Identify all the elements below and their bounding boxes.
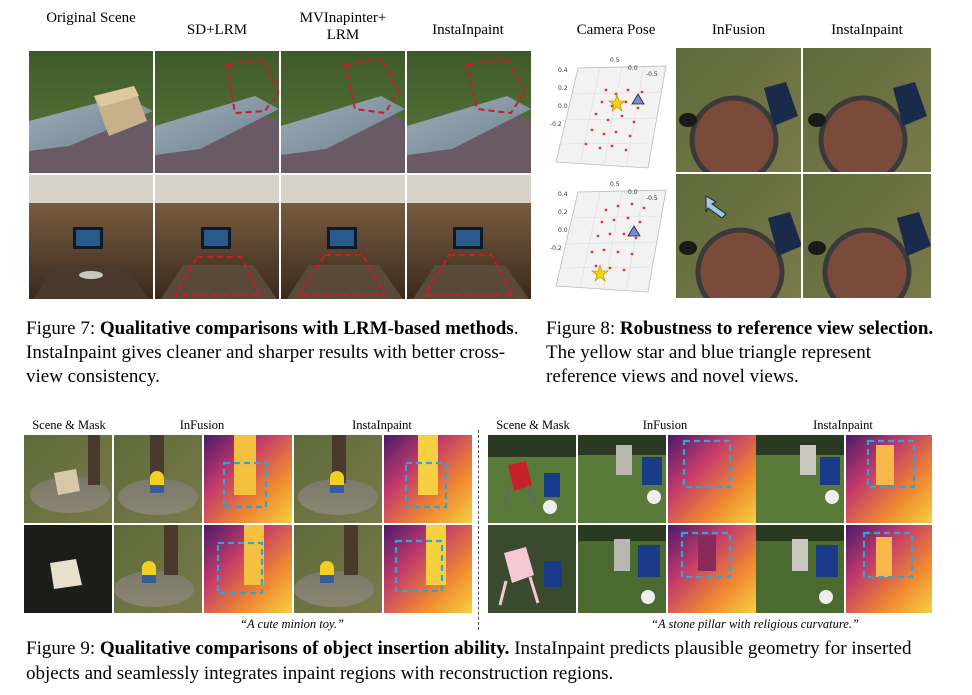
fig9-left-instainpaint-depth-1 <box>384 435 472 523</box>
fig8-plot2-tick-left-3: -0.2 <box>550 245 562 252</box>
fig8-camera-pose-plot-2: 0.5 0.0 -0.5 0.4 0.2 0.0 -0.2 <box>546 174 674 298</box>
fig8-plot2-tick-left-2: 0.0 <box>558 227 568 234</box>
fig9-caption-bold: Qualitative comparisons of object insert… <box>99 638 510 659</box>
fig8-img-infusion-1 <box>676 48 801 172</box>
fig8-plot2-tick-top-0: 0.5 <box>610 181 620 188</box>
fig7-header-sd-lrm: SD+LRM <box>186 22 248 38</box>
fig7-img-sdlrm-room <box>155 175 279 299</box>
fig8-plot1-tick-top-0: 0.5 <box>610 57 620 64</box>
fig8-plot2-tick-top-2: -0.5 <box>646 195 658 202</box>
fig8-plot1-tick-left-3: -0.2 <box>550 121 562 128</box>
fig9-caption-label: Figure 9: <box>26 638 100 659</box>
fig9-right-header-instainpaint: InstaInpaint <box>813 418 873 432</box>
fig9-right-infusion-rgb-1 <box>578 435 666 523</box>
fig9-right-header-scene-mask: Scene & Mask <box>496 418 570 432</box>
fig9-right-instainpaint-rgb-1 <box>756 435 844 523</box>
fig9-left-scene-1 <box>24 435 112 523</box>
fig8-plot1-tick-left-1: 0.2 <box>558 85 568 92</box>
fig9-left-header-scene-mask: Scene & Mask <box>32 418 106 432</box>
fig9-left-instainpaint-depth-2 <box>384 525 472 613</box>
fig7-caption-label: Figure 7: <box>26 318 100 339</box>
fig8-img-instainpaint-2 <box>803 174 931 298</box>
fig9-right-instainpaint-depth-2 <box>846 525 932 613</box>
fig9-caption-rest: InstaInpaint predicts plausible geometry… <box>26 638 912 684</box>
fig9-left-mask-2 <box>24 525 112 613</box>
fig9-caption: Figure 9: Qualitative comparisons of obj… <box>26 636 942 686</box>
fig9-left-instainpaint-rgb-1 <box>294 435 382 523</box>
fig7-img-original-bench <box>29 51 153 173</box>
fig9-left-infusion-depth-1 <box>204 435 292 523</box>
fig8-caption-rest: The yellow star and blue triangle repres… <box>546 342 871 387</box>
fig9-right-instainpaint-rgb-2 <box>756 525 844 613</box>
fig8-plot2-tick-left-0: 0.4 <box>558 191 568 198</box>
fig8-img-infusion-2 <box>676 174 801 298</box>
fig9-right-scene-1 <box>488 435 576 523</box>
fig8-plot1-tick-left-0: 0.4 <box>558 67 568 74</box>
fig8-header-infusion: InFusion <box>711 22 766 38</box>
fig8-header-camera-pose: Camera Pose <box>576 22 656 38</box>
fig8-caption: Figure 8: Robustness to reference view s… <box>546 317 938 389</box>
fig9-left-infusion-rgb-1 <box>114 435 202 523</box>
fig9-right-header-infusion: InFusion <box>642 418 688 432</box>
fig9-right-instainpaint-depth-1 <box>846 435 932 523</box>
fig9-left-infusion-depth-2 <box>204 525 292 613</box>
fig9-right-quote: “A stone pillar with religious curvature… <box>651 617 859 631</box>
fig9-left-instainpaint-rgb-2 <box>294 525 382 613</box>
fig8-header-instainpaint: InstaInpaint <box>831 22 903 38</box>
fig8-caption-label: Figure 8: <box>546 318 620 339</box>
fig7-caption-bold: Qualitative comparisons with LRM-based m… <box>99 318 514 339</box>
fig7-header-instainpaint: InstaInpaint <box>432 22 504 38</box>
fig9-right-mask-2 <box>488 525 576 613</box>
fig9-left-quote: “A cute minion toy.” <box>240 617 344 631</box>
fig7-img-original-room <box>29 175 153 299</box>
fig8-plot1-tick-top-2: -0.5 <box>646 71 658 78</box>
fig9-divider <box>478 430 479 630</box>
fig8-img-instainpaint-1 <box>803 48 931 172</box>
fig9-left-header-instainpaint: InstaInpaint <box>352 418 412 432</box>
fig7-img-sdlrm-bench <box>155 51 279 173</box>
fig7-caption-rest: . InstaInpaint gives cleaner and sharper… <box>26 318 519 387</box>
fig7-header-mvinpainter: MVInapinter+ LRM <box>299 10 387 43</box>
fig7-header-original: Original Scene <box>46 10 136 26</box>
fig9-left-infusion-rgb-2 <box>114 525 202 613</box>
fig8-plot1-tick-left-2: 0.0 <box>558 103 568 110</box>
fig8-caption-bold: Robustness to reference view selection. <box>619 318 934 339</box>
fig8-camera-pose-plot-1: 0.5 0.0 -0.5 0.4 0.2 0.0 -0.2 <box>546 50 674 172</box>
fig9-right-infusion-rgb-2 <box>578 525 666 613</box>
fig7-img-mvinpainter-bench <box>281 51 405 173</box>
fig8-plot2-tick-top-1: 0.0 <box>628 189 638 196</box>
fig9-right-infusion-depth-2 <box>668 525 756 613</box>
fig8-plot2-tick-left-1: 0.2 <box>558 209 568 216</box>
fig7-img-instainpaint-room <box>407 175 531 299</box>
fig9-right-infusion-depth-1 <box>668 435 756 523</box>
fig7-img-mvinpainter-room <box>281 175 405 299</box>
fig7-img-instainpaint-bench <box>407 51 531 173</box>
fig9-left-header-infusion: InFusion <box>179 418 225 432</box>
fig7-caption: Figure 7: Qualitative comparisons with L… <box>26 317 538 389</box>
fig8-plot1-tick-top-1: 0.0 <box>628 65 638 72</box>
